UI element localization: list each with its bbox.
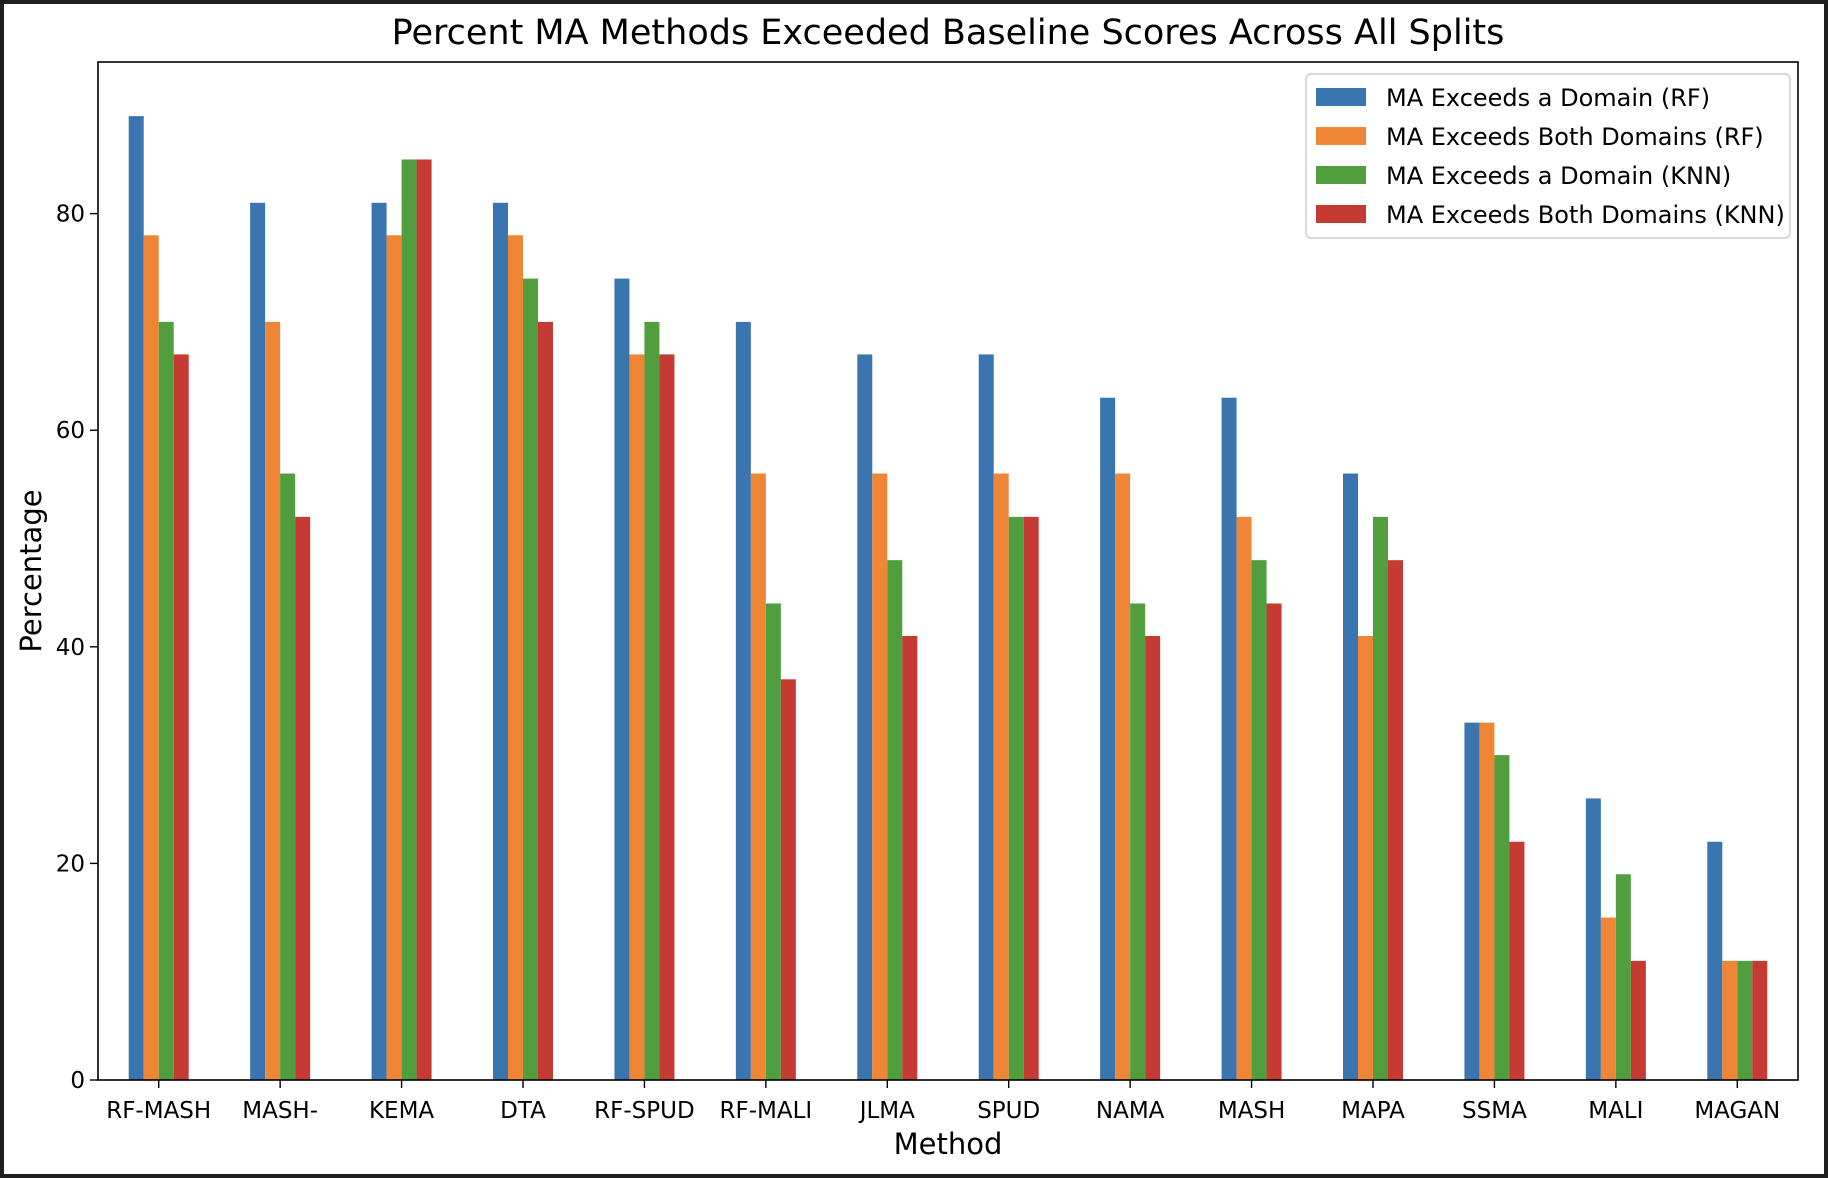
plot-area-border xyxy=(97,61,1799,1081)
bar-magan-series-2 xyxy=(1722,960,1738,1080)
bar-mash--series-4 xyxy=(295,516,311,1080)
bar-kema-series-2 xyxy=(386,235,402,1080)
bar-jlma-series-3 xyxy=(887,560,903,1080)
y-tick-label: 0 xyxy=(70,1068,85,1094)
bar-chart: Percent MA Methods Exceeded Baseline Sco… xyxy=(14,13,1799,1161)
bar-magan-series-1 xyxy=(1707,841,1723,1080)
bar-mash-series-1 xyxy=(1221,397,1237,1081)
legend-entry-label: MA Exceeds a Domain (KNN) xyxy=(1386,162,1731,190)
bar-spud-series-2 xyxy=(993,473,1009,1080)
legend-swatch xyxy=(1316,127,1366,145)
x-tick-label: RF-MALI xyxy=(720,1098,813,1124)
bar-nama-series-1 xyxy=(1100,397,1116,1081)
bar-nama-series-4 xyxy=(1145,635,1161,1080)
x-tick-label: MALI xyxy=(1588,1098,1643,1124)
bar-rf-spud-series-1 xyxy=(614,278,630,1081)
x-tick-label: SSMA xyxy=(1462,1098,1527,1124)
bar-mash-series-3 xyxy=(1251,560,1267,1080)
bar-ssma-series-2 xyxy=(1479,722,1495,1080)
legend-entry-label: MA Exceeds Both Domains (KNN) xyxy=(1386,201,1785,229)
x-tick-label: NAMA xyxy=(1096,1098,1165,1124)
bar-rf-mali-series-1 xyxy=(735,321,751,1080)
bar-magan-series-3 xyxy=(1737,960,1753,1080)
legend-box xyxy=(1305,73,1791,239)
bar-rf-spud-series-2 xyxy=(629,354,645,1080)
bar-mapa-series-1 xyxy=(1343,473,1358,1080)
x-tick-label: MASH xyxy=(1218,1098,1285,1124)
bar-group xyxy=(128,116,1768,1081)
legend: MA Exceeds a Domain (RF) MA Exceeds Both … xyxy=(1305,73,1791,239)
x-tick-label: MAPA xyxy=(1341,1098,1405,1124)
bar-rf-mash-series-1 xyxy=(128,116,144,1081)
bar-ssma-series-3 xyxy=(1494,755,1510,1080)
bar-mali-series-4 xyxy=(1630,960,1646,1080)
legend-swatch xyxy=(1316,88,1366,106)
bar-kema-series-4 xyxy=(416,159,432,1080)
bar-nama-series-3 xyxy=(1130,603,1146,1080)
bar-dta-series-3 xyxy=(523,278,538,1081)
bar-rf-mash-series-4 xyxy=(173,354,189,1080)
x-tick-label: MAGAN xyxy=(1694,1098,1780,1124)
chart-title: Percent MA Methods Exceeded Baseline Sco… xyxy=(392,13,1505,53)
bar-ssma-series-4 xyxy=(1509,841,1525,1080)
legend-swatch xyxy=(1316,205,1366,223)
bar-dta-series-2 xyxy=(508,235,523,1080)
x-tick-label: RF-MASH xyxy=(106,1098,211,1124)
bar-mali-series-1 xyxy=(1585,798,1601,1080)
x-axis-label: Method xyxy=(894,1127,1003,1161)
x-tick-label: KEMA xyxy=(369,1098,434,1124)
bar-mash--series-1 xyxy=(250,202,266,1080)
bar-magan-series-4 xyxy=(1752,960,1768,1080)
legend-entry-label: MA Exceeds Both Domains (RF) xyxy=(1386,123,1764,151)
y-tick-label: 40 xyxy=(56,635,85,661)
bar-rf-mali-series-3 xyxy=(765,603,781,1080)
bar-rf-mali-series-2 xyxy=(750,473,766,1080)
x-tick-label: DTA xyxy=(500,1098,546,1124)
bar-ssma-series-1 xyxy=(1464,722,1480,1080)
bar-nama-series-2 xyxy=(1115,473,1131,1080)
bar-mapa-series-4 xyxy=(1388,560,1403,1080)
bar-rf-mash-series-2 xyxy=(143,235,159,1080)
y-tick-label: 60 xyxy=(56,418,85,444)
bar-jlma-series-1 xyxy=(857,354,873,1080)
bar-rf-spud-series-3 xyxy=(644,321,660,1080)
bar-mash-series-4 xyxy=(1266,603,1282,1080)
bar-mali-series-2 xyxy=(1600,917,1616,1080)
axes: 0 20 40 60 80 RF-MASH MASH- KEMA DTA RF-SPUD RF-MA… xyxy=(56,61,1799,1124)
bar-jlma-series-2 xyxy=(872,473,888,1080)
bar-rf-spud-series-4 xyxy=(659,354,675,1080)
y-tick-label: 80 xyxy=(56,202,85,228)
bar-spud-series-4 xyxy=(1023,516,1039,1080)
x-tick-label: SPUD xyxy=(977,1098,1040,1124)
bar-rf-mash-series-3 xyxy=(158,321,174,1080)
bar-jlma-series-4 xyxy=(902,635,918,1080)
bar-kema-series-3 xyxy=(401,159,417,1080)
legend-swatch xyxy=(1316,166,1366,184)
bar-dta-series-1 xyxy=(493,202,508,1080)
bar-spud-series-1 xyxy=(978,354,994,1080)
bar-spud-series-3 xyxy=(1008,516,1024,1080)
y-tick-label: 20 xyxy=(56,851,85,877)
legend-entry-label: MA Exceeds a Domain (RF) xyxy=(1386,84,1710,112)
bar-rf-mali-series-4 xyxy=(780,679,796,1080)
bar-kema-series-1 xyxy=(371,202,387,1080)
x-tick-label: RF-SPUD xyxy=(594,1098,695,1124)
bar-dta-series-4 xyxy=(538,321,553,1080)
bar-mapa-series-3 xyxy=(1373,516,1388,1080)
bar-mapa-series-2 xyxy=(1358,635,1373,1080)
bar-mash--series-3 xyxy=(280,473,296,1080)
y-axis-label: Percentage xyxy=(14,489,48,652)
x-tick-label: JLMA xyxy=(858,1098,915,1124)
bar-mash--series-2 xyxy=(265,321,281,1080)
bar-mash-series-2 xyxy=(1236,516,1252,1080)
bar-mali-series-3 xyxy=(1615,874,1631,1080)
x-tick-label: MASH- xyxy=(242,1098,318,1124)
